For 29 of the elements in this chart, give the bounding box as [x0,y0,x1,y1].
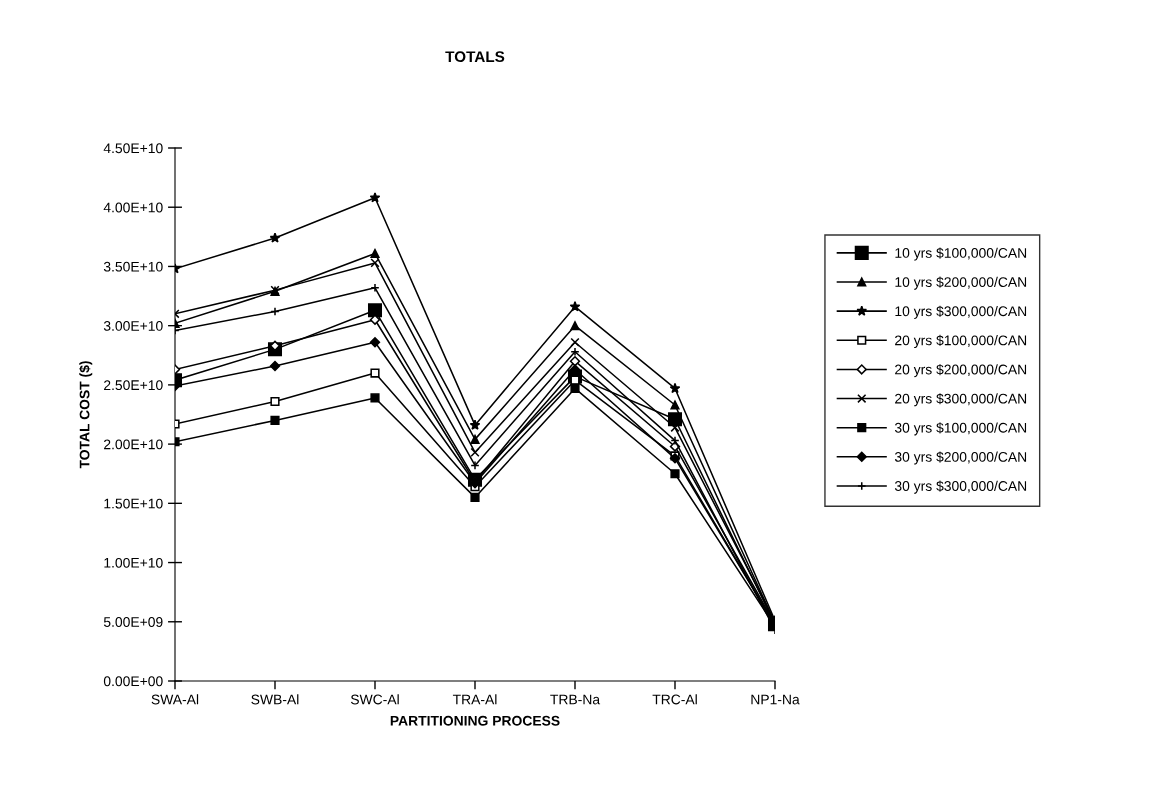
y-tick-label: 4.00E+10 [103,202,163,213]
y-tick-label: 1.00E+10 [104,557,163,568]
legend-label: 10 yrs $100,000/CAN [895,247,1027,261]
chart-title: TOTALS [445,51,505,63]
y-tick-label: 5.00E+09 [103,617,163,627]
y-tick-label: 0.00E+00 [103,676,163,687]
y-tick-label: 3.50E+10 [103,261,163,272]
x-tick-label: SWC-Al [350,694,399,705]
legend-label: 20 yrs $300,000/CAN [895,393,1027,407]
x-tick-label: SWB-Al [251,694,299,705]
y-tick-label: 2.00E+10 [104,439,163,450]
y-tick-label: 4.50E+10 [103,143,163,154]
x-tick-label: TRC-Al [652,694,697,705]
legend-label: 20 yrs $200,000/CAN [895,363,1027,378]
y-tick-label: 3.00E+10 [103,321,163,331]
y-axis-title: TOTAL COST ($) [79,361,93,469]
x-axis-title: PARTITIONING PROCESS [390,715,560,726]
x-tick-label: NP1-Na [751,694,800,705]
y-tick-label: 1.50E+10 [104,498,163,509]
x-tick-label: SWA-Al [151,694,199,705]
legend-label: 30 yrs $300,000/CAN [894,480,1027,494]
legend-label: 10 yrs $200,000/CAN [895,276,1027,290]
legend-label: 30 yrs $100,000/CAN [894,422,1027,436]
x-tick-label: TRB-Na [550,694,601,705]
legend-label: 30 yrs $200,000/CAN [894,451,1027,465]
legend-label: 20 yrs $100,000/CAN [895,334,1027,349]
x-tick-label: TRA-Al [452,694,497,705]
y-tick-label: 2.50E+10 [104,380,163,391]
legend-label: 10 yrs $300,000/CAN [895,305,1027,319]
